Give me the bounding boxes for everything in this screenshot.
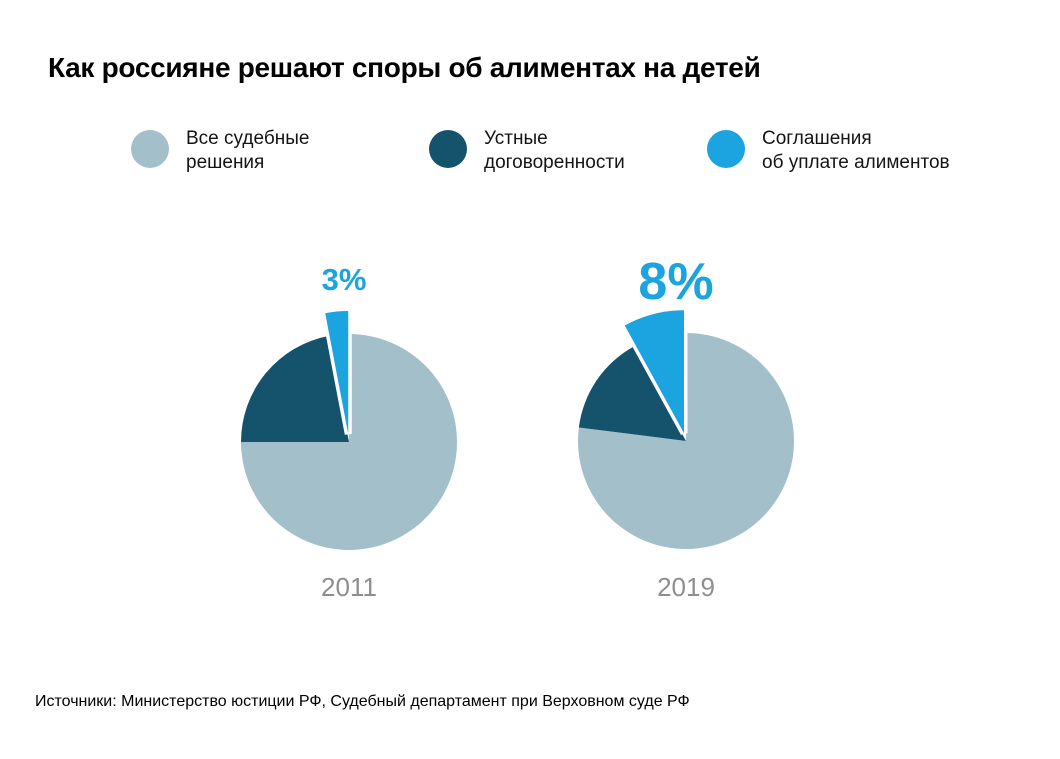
legend-label-court-decisions: Все судебные решения: [186, 127, 309, 175]
legend-swatch-alimony-agreements: [707, 130, 745, 168]
pie-slice-2011-2: [241, 335, 349, 442]
pie-callout-2011: 3%: [321, 262, 367, 297]
pie-year-label-2019: 2019: [657, 572, 715, 602]
pie-year-label-2011: 2011: [321, 572, 377, 602]
legend-label-line2: договоренности: [484, 152, 625, 173]
legend-label-line2: решения: [186, 152, 265, 173]
legend-label-line2: об уплате алиментов: [762, 152, 950, 173]
pie-chart-2011: [241, 307, 457, 550]
legend-item-oral-agreements: Устные договоренности: [429, 127, 625, 175]
legend-swatch-court-decisions: [131, 130, 169, 168]
legend-item-alimony-agreements: Соглашения об уплате алиментов: [707, 127, 950, 175]
legend-label-line1: Устные: [484, 128, 548, 149]
pie-chart-2019: [578, 306, 794, 549]
pie-slice-2019-2: [578, 346, 686, 441]
legend-label-alimony-agreements: Соглашения об уплате алиментов: [762, 127, 950, 175]
pie-callout-2019: 8%: [638, 253, 714, 311]
pie-slice-2019-3: [620, 306, 688, 435]
legend-item-court-decisions: Все судебные решения: [131, 127, 309, 175]
legend-label-line1: Соглашения: [762, 128, 872, 149]
legend-label-line1: Все судебные: [186, 128, 310, 149]
legend-swatch-oral-agreements: [429, 130, 467, 168]
source-note: Источники: Министерство юстиции РФ, Суде…: [35, 693, 690, 710]
page-title: Как россияне решают споры об алиментах н…: [48, 51, 761, 83]
pie-slice-2011-3: [321, 307, 352, 435]
legend-label-oral-agreements: Устные договоренности: [484, 127, 625, 175]
